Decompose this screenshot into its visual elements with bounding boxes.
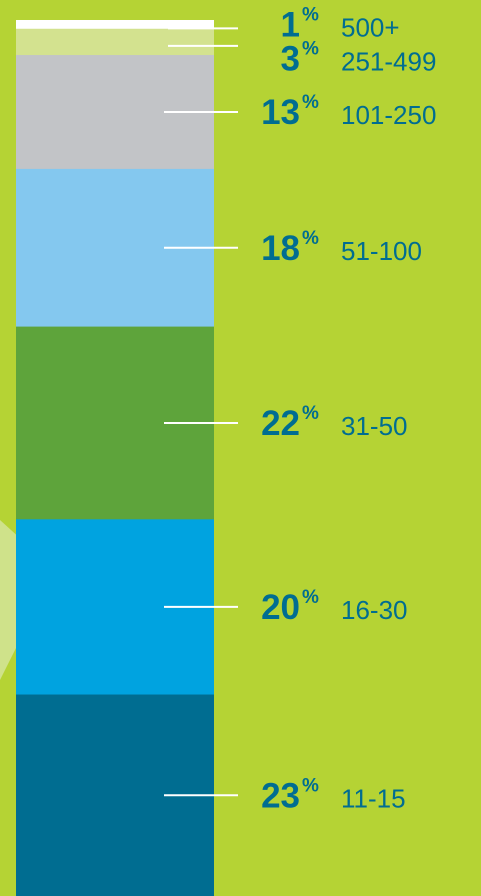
percent-sign-16-30: % bbox=[302, 587, 319, 608]
percent-label-31-50: 22 bbox=[261, 404, 300, 443]
range-label-11-15: 11-15 bbox=[341, 783, 406, 813]
bar-segment-251-499 bbox=[16, 28, 214, 56]
range-label-31-50: 31-50 bbox=[341, 411, 408, 441]
bar-segment-500+ bbox=[16, 20, 214, 30]
percent-label-500+: 1 bbox=[281, 5, 300, 44]
percent-label-11-15: 23 bbox=[261, 776, 300, 815]
percent-sign-51-100: % bbox=[302, 228, 319, 249]
percent-label-101-250: 13 bbox=[261, 93, 300, 132]
percent-sign-31-50: % bbox=[302, 403, 319, 424]
percent-label-251-499: 3 bbox=[281, 39, 300, 78]
range-label-500+: 500+ bbox=[341, 12, 400, 42]
range-label-51-100: 51-100 bbox=[341, 236, 422, 266]
percent-sign-500+: % bbox=[302, 4, 319, 25]
percent-label-51-100: 18 bbox=[261, 229, 300, 268]
percent-label-16-30: 20 bbox=[261, 588, 300, 627]
percent-sign-251-499: % bbox=[302, 38, 319, 59]
range-label-251-499: 251-499 bbox=[341, 46, 436, 76]
percent-sign-101-250: % bbox=[302, 92, 319, 113]
range-label-101-250: 101-250 bbox=[341, 100, 436, 130]
percent-sign-11-15: % bbox=[302, 775, 319, 796]
range-label-16-30: 16-30 bbox=[341, 595, 408, 625]
